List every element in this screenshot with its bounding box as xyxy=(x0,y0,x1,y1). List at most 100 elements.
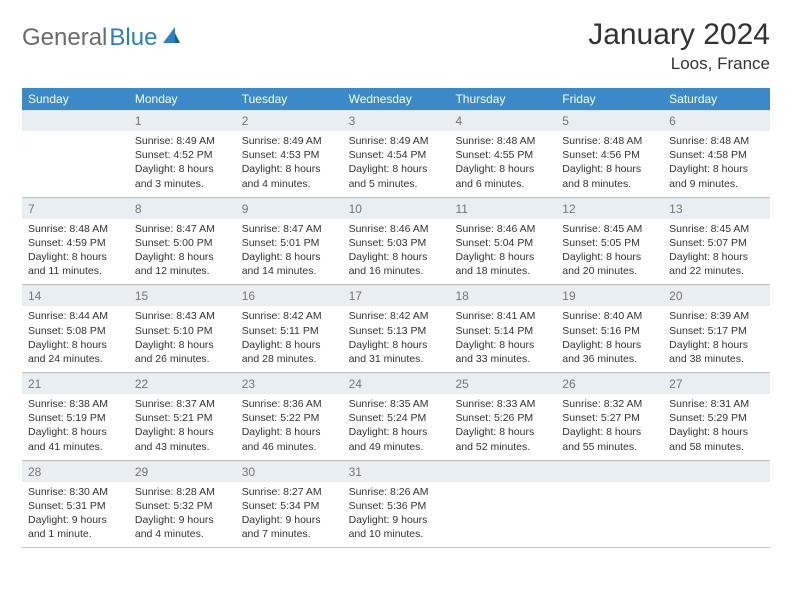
sunrise-text: Sunrise: 8:27 AM xyxy=(242,485,337,499)
day-body xyxy=(449,482,556,491)
day-body: Sunrise: 8:46 AMSunset: 5:04 PMDaylight:… xyxy=(449,219,556,285)
sunset-text: Sunset: 4:58 PM xyxy=(669,148,764,162)
day-body xyxy=(22,131,129,140)
sunrise-text: Sunrise: 8:35 AM xyxy=(349,397,444,411)
day-number: 2 xyxy=(236,110,343,131)
sunrise-text: Sunrise: 8:31 AM xyxy=(669,397,764,411)
day-cell: 13Sunrise: 8:45 AMSunset: 5:07 PMDayligh… xyxy=(663,198,770,285)
day-of-week-header: Sunday xyxy=(22,88,129,110)
day-cell: 26Sunrise: 8:32 AMSunset: 5:27 PMDayligh… xyxy=(556,373,663,460)
day-number: 26 xyxy=(556,373,663,394)
sunrise-text: Sunrise: 8:49 AM xyxy=(349,134,444,148)
day-number xyxy=(22,110,129,131)
day-body: Sunrise: 8:45 AMSunset: 5:05 PMDaylight:… xyxy=(556,219,663,285)
day-number: 11 xyxy=(449,198,556,219)
daylight-text: Daylight: 8 hours and 22 minutes. xyxy=(669,250,764,278)
daylight-text: Daylight: 8 hours and 26 minutes. xyxy=(135,338,230,366)
week-row: 14Sunrise: 8:44 AMSunset: 5:08 PMDayligh… xyxy=(22,285,770,373)
day-number: 31 xyxy=(343,461,450,482)
sunset-text: Sunset: 5:07 PM xyxy=(669,236,764,250)
sunrise-text: Sunrise: 8:32 AM xyxy=(562,397,657,411)
sunrise-text: Sunrise: 8:45 AM xyxy=(562,222,657,236)
day-number: 22 xyxy=(129,373,236,394)
day-number: 25 xyxy=(449,373,556,394)
sunset-text: Sunset: 4:56 PM xyxy=(562,148,657,162)
daylight-text: Daylight: 8 hours and 43 minutes. xyxy=(135,425,230,453)
day-cell xyxy=(663,461,770,548)
sunrise-text: Sunrise: 8:43 AM xyxy=(135,309,230,323)
sunrise-text: Sunrise: 8:48 AM xyxy=(562,134,657,148)
day-number: 9 xyxy=(236,198,343,219)
day-number xyxy=(556,461,663,482)
day-body: Sunrise: 8:49 AMSunset: 4:54 PMDaylight:… xyxy=(343,131,450,197)
location: Loos, France xyxy=(588,54,770,74)
day-cell: 2Sunrise: 8:49 AMSunset: 4:53 PMDaylight… xyxy=(236,110,343,197)
day-body: Sunrise: 8:26 AMSunset: 5:36 PMDaylight:… xyxy=(343,482,450,548)
sunset-text: Sunset: 5:21 PM xyxy=(135,411,230,425)
day-number: 30 xyxy=(236,461,343,482)
day-body: Sunrise: 8:27 AMSunset: 5:34 PMDaylight:… xyxy=(236,482,343,548)
sunset-text: Sunset: 5:00 PM xyxy=(135,236,230,250)
day-cell: 23Sunrise: 8:36 AMSunset: 5:22 PMDayligh… xyxy=(236,373,343,460)
daylight-text: Daylight: 8 hours and 31 minutes. xyxy=(349,338,444,366)
day-of-week-header: Thursday xyxy=(449,88,556,110)
day-cell: 28Sunrise: 8:30 AMSunset: 5:31 PMDayligh… xyxy=(22,461,129,548)
daylight-text: Daylight: 8 hours and 38 minutes. xyxy=(669,338,764,366)
day-body: Sunrise: 8:42 AMSunset: 5:13 PMDaylight:… xyxy=(343,306,450,372)
day-number: 7 xyxy=(22,198,129,219)
day-cell: 6Sunrise: 8:48 AMSunset: 4:58 PMDaylight… xyxy=(663,110,770,197)
day-number: 27 xyxy=(663,373,770,394)
day-of-week-header: Tuesday xyxy=(236,88,343,110)
sunrise-text: Sunrise: 8:41 AM xyxy=(455,309,550,323)
sunset-text: Sunset: 4:55 PM xyxy=(455,148,550,162)
day-cell: 21Sunrise: 8:38 AMSunset: 5:19 PMDayligh… xyxy=(22,373,129,460)
sunset-text: Sunset: 5:24 PM xyxy=(349,411,444,425)
daylight-text: Daylight: 8 hours and 20 minutes. xyxy=(562,250,657,278)
day-number: 20 xyxy=(663,285,770,306)
day-cell: 4Sunrise: 8:48 AMSunset: 4:55 PMDaylight… xyxy=(449,110,556,197)
day-number: 4 xyxy=(449,110,556,131)
daylight-text: Daylight: 9 hours and 4 minutes. xyxy=(135,513,230,541)
header: GeneralBlue January 2024 Loos, France xyxy=(22,18,770,74)
sunset-text: Sunset: 5:13 PM xyxy=(349,324,444,338)
logo-sail-icon xyxy=(161,27,181,50)
day-of-week-row: SundayMondayTuesdayWednesdayThursdayFrid… xyxy=(22,88,770,110)
logo-text-blue: Blue xyxy=(109,24,157,52)
daylight-text: Daylight: 8 hours and 46 minutes. xyxy=(242,425,337,453)
day-body: Sunrise: 8:47 AMSunset: 5:00 PMDaylight:… xyxy=(129,219,236,285)
sunset-text: Sunset: 5:29 PM xyxy=(669,411,764,425)
day-body: Sunrise: 8:28 AMSunset: 5:32 PMDaylight:… xyxy=(129,482,236,548)
day-cell: 14Sunrise: 8:44 AMSunset: 5:08 PMDayligh… xyxy=(22,285,129,372)
day-body: Sunrise: 8:42 AMSunset: 5:11 PMDaylight:… xyxy=(236,306,343,372)
day-number: 29 xyxy=(129,461,236,482)
sunrise-text: Sunrise: 8:40 AM xyxy=(562,309,657,323)
calendar: SundayMondayTuesdayWednesdayThursdayFrid… xyxy=(22,88,770,548)
day-body: Sunrise: 8:39 AMSunset: 5:17 PMDaylight:… xyxy=(663,306,770,372)
day-of-week-header: Wednesday xyxy=(343,88,450,110)
day-cell: 22Sunrise: 8:37 AMSunset: 5:21 PMDayligh… xyxy=(129,373,236,460)
sunset-text: Sunset: 5:14 PM xyxy=(455,324,550,338)
day-body: Sunrise: 8:30 AMSunset: 5:31 PMDaylight:… xyxy=(22,482,129,548)
day-number xyxy=(449,461,556,482)
sunset-text: Sunset: 5:17 PM xyxy=(669,324,764,338)
day-cell xyxy=(22,110,129,197)
day-cell: 8Sunrise: 8:47 AMSunset: 5:00 PMDaylight… xyxy=(129,198,236,285)
day-body: Sunrise: 8:41 AMSunset: 5:14 PMDaylight:… xyxy=(449,306,556,372)
sunset-text: Sunset: 4:52 PM xyxy=(135,148,230,162)
day-cell: 7Sunrise: 8:48 AMSunset: 4:59 PMDaylight… xyxy=(22,198,129,285)
sunset-text: Sunset: 5:16 PM xyxy=(562,324,657,338)
day-cell: 20Sunrise: 8:39 AMSunset: 5:17 PMDayligh… xyxy=(663,285,770,372)
day-body: Sunrise: 8:49 AMSunset: 4:52 PMDaylight:… xyxy=(129,131,236,197)
daylight-text: Daylight: 8 hours and 11 minutes. xyxy=(28,250,123,278)
daylight-text: Daylight: 8 hours and 14 minutes. xyxy=(242,250,337,278)
day-number: 16 xyxy=(236,285,343,306)
day-cell: 12Sunrise: 8:45 AMSunset: 5:05 PMDayligh… xyxy=(556,198,663,285)
day-number: 8 xyxy=(129,198,236,219)
daylight-text: Daylight: 8 hours and 9 minutes. xyxy=(669,162,764,190)
sunset-text: Sunset: 5:01 PM xyxy=(242,236,337,250)
day-body: Sunrise: 8:35 AMSunset: 5:24 PMDaylight:… xyxy=(343,394,450,460)
day-cell: 5Sunrise: 8:48 AMSunset: 4:56 PMDaylight… xyxy=(556,110,663,197)
daylight-text: Daylight: 9 hours and 7 minutes. xyxy=(242,513,337,541)
day-cell: 19Sunrise: 8:40 AMSunset: 5:16 PMDayligh… xyxy=(556,285,663,372)
day-body: Sunrise: 8:47 AMSunset: 5:01 PMDaylight:… xyxy=(236,219,343,285)
